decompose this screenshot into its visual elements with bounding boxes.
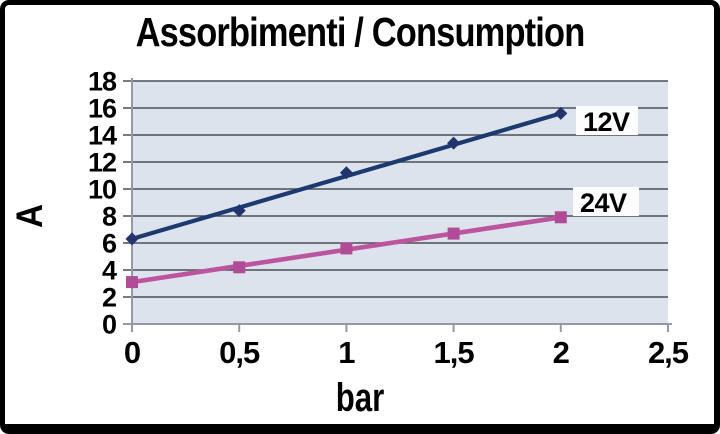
x-axis-title: bar — [335, 376, 385, 420]
y-tick-label: 16 — [88, 94, 117, 124]
marker-24V — [447, 227, 460, 240]
marker-12V — [339, 166, 353, 180]
marker-24V — [554, 211, 567, 224]
y-tick-label: 8 — [102, 202, 117, 232]
y-tick-label: 18 — [88, 67, 117, 97]
marker-12V — [232, 204, 246, 218]
x-tick-label: 1 — [338, 335, 355, 370]
y-tick-label: 10 — [88, 175, 116, 205]
x-tick-label: 2 — [553, 335, 569, 370]
y-tick-label: 0 — [102, 310, 116, 340]
series-label-12V: 12V — [583, 107, 630, 137]
x-tick-label: 0 — [124, 335, 140, 370]
x-tick-label: 2,5 — [648, 335, 689, 370]
y-tick-label: 6 — [102, 229, 117, 259]
marker-24V — [340, 242, 353, 255]
series-label-24V: 24V — [580, 188, 627, 218]
marker-24V — [233, 261, 246, 274]
y-tick-label: 14 — [88, 121, 117, 151]
y-tick-label: 12 — [88, 148, 116, 178]
marker-12V — [125, 232, 139, 246]
series-label-bg-12V — [576, 106, 638, 135]
chart-title: Assorbimenti / Consumption — [135, 9, 586, 55]
y-tick-label: 2 — [102, 283, 116, 313]
series-label-bg-24V — [573, 187, 639, 216]
x-tick-label: 1,5 — [434, 335, 475, 370]
x-tick-label: 0,5 — [219, 335, 260, 370]
marker-12V — [554, 106, 568, 120]
y-tick-label: 4 — [102, 256, 117, 286]
y-axis-title: A — [9, 203, 50, 229]
marker-24V — [126, 276, 138, 289]
marker-12V — [447, 136, 461, 150]
